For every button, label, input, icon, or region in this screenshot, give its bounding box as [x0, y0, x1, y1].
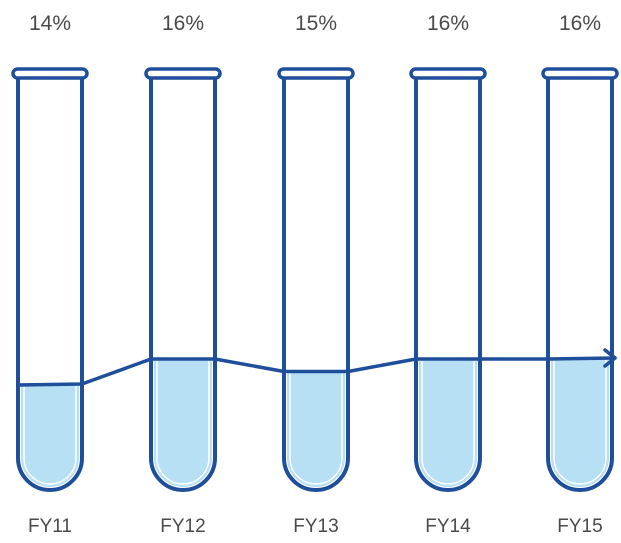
- value-label-fy14: 16%: [427, 12, 469, 35]
- tube-highlight: [289, 79, 343, 485]
- tube-outline: [546, 77, 614, 492]
- category-label-fy15: FY15: [557, 516, 602, 537]
- trend-layer: [16, 348, 617, 387]
- value-label-fy12: 16%: [162, 12, 204, 35]
- trend-line: [16, 356, 617, 387]
- liquid-bar-fy13: [287, 371, 345, 487]
- tube-outline: [16, 77, 84, 492]
- value-label-fy11: 14%: [29, 12, 71, 35]
- tube-rim: [541, 67, 619, 80]
- tube-rim: [11, 67, 89, 80]
- category-label-fy13: FY13: [293, 516, 338, 537]
- value-label-fy15: 16%: [559, 12, 601, 35]
- tube-outline: [414, 77, 482, 492]
- tube-outline: [149, 77, 217, 492]
- liquid-bar-fy12: [154, 359, 212, 487]
- tube-fy11: [11, 67, 89, 492]
- value-label-fy13: 15%: [295, 12, 337, 35]
- category-label-fy14: FY14: [425, 516, 471, 537]
- tube-fy14: [409, 67, 487, 492]
- tube-highlight: [421, 79, 475, 485]
- tube-rim: [144, 67, 222, 80]
- tube-outline: [282, 77, 350, 492]
- labels-layer: 14% FY11 16% FY12 15% FY13 16% FY14 16% FY15: [28, 12, 603, 537]
- tubes-layer: [11, 67, 619, 492]
- tube-rim: [409, 67, 487, 80]
- tube-fy15: [541, 67, 619, 492]
- tube-fy13: [277, 67, 355, 492]
- trend-arrowhead-icon: [603, 348, 617, 368]
- tube-highlight: [553, 79, 607, 485]
- tube-rim: [277, 67, 355, 80]
- category-label-fy12: FY12: [160, 516, 205, 537]
- liquid-bar-fy14: [419, 359, 477, 487]
- tube-highlight: [156, 79, 210, 485]
- liquid-bar-fy11: [21, 384, 79, 487]
- tube-highlight: [23, 79, 77, 485]
- liquid-bar-fy15: [551, 359, 609, 487]
- category-label-fy11: FY11: [28, 516, 72, 537]
- tube-fy12: [144, 67, 222, 492]
